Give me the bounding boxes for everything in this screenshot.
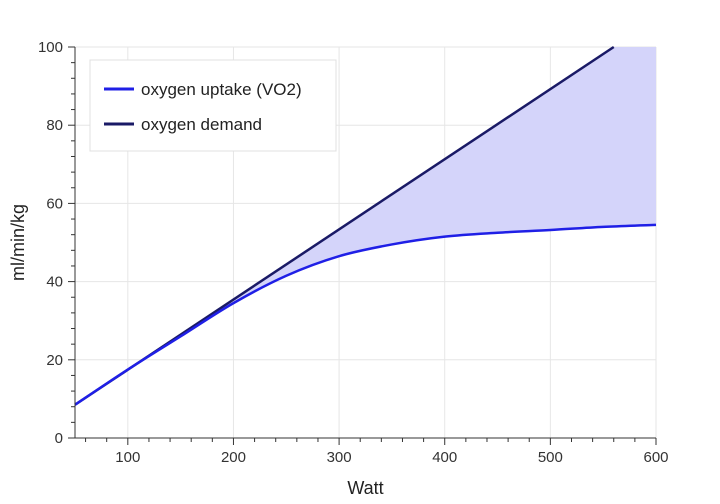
x-tick-label: 100: [115, 449, 140, 466]
y-tick-label: 0: [55, 430, 63, 447]
y-tick-label: 60: [46, 195, 63, 212]
legend-label: oxygen uptake (VO2): [141, 80, 302, 99]
x-tick-label: 400: [432, 449, 457, 466]
axes: 100 200 300 400 500 600 0 20 40 60 80 100: [38, 39, 669, 466]
legend: oxygen uptake (VO2) oxygen demand: [89, 59, 337, 152]
legend-label: oxygen demand: [141, 115, 262, 134]
y-tick-label: 40: [46, 274, 63, 291]
y-tick-label: 20: [46, 352, 63, 369]
x-tick-label: 300: [327, 449, 352, 466]
x-tick-label: 500: [538, 449, 563, 466]
y-axis-title: ml/min/kg: [8, 204, 28, 281]
series-line-oxygen-uptake: [74, 223, 657, 406]
gap-fill-area: [75, 47, 656, 405]
y-tick-label: 80: [46, 117, 63, 134]
x-tick-label: 200: [221, 449, 246, 466]
legend-box: [89, 59, 337, 152]
x-axis-title: Watt: [347, 478, 383, 498]
y-tick-label: 100: [38, 39, 63, 56]
x-tick-label: 600: [643, 449, 668, 466]
